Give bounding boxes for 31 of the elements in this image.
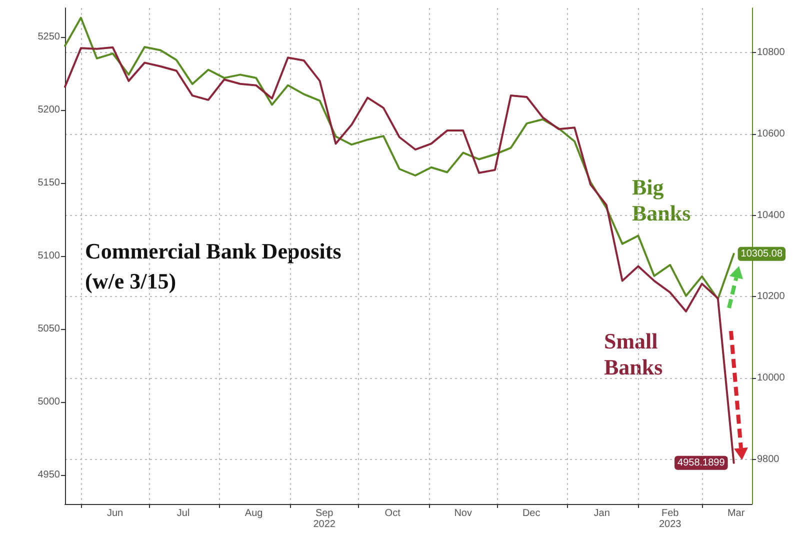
y2-tick-label: 10400 <box>757 210 786 221</box>
series-label: Big Banks <box>632 174 692 226</box>
x-tick-label: Jan <box>594 508 610 519</box>
y-tick-label: 5250 <box>38 32 60 43</box>
y2-tick-label: 10800 <box>757 47 786 58</box>
line-series <box>64 46 735 464</box>
x-tick-label: Aug <box>244 508 263 519</box>
data-label: 4958.1899 <box>678 457 726 468</box>
line-series <box>64 16 735 300</box>
x-tick-label: Dec <box>522 508 540 519</box>
y-tick-label: 5100 <box>38 250 60 262</box>
x-tick-label: Oct <box>384 508 401 519</box>
y-tick-label: 5000 <box>38 396 60 408</box>
y-tick-label: 5050 <box>38 323 60 334</box>
y-tick-label: 5200 <box>38 104 60 116</box>
text: Commercial Bank Deposits <box>85 238 342 264</box>
y-tick-label: 5150 <box>38 178 60 189</box>
x-tick-label: Sep 2022 <box>313 508 336 530</box>
x-tick-label: Jul <box>176 508 190 519</box>
y2-tick-label: 9800 <box>757 454 780 465</box>
y2-tick-label: 10200 <box>757 291 786 302</box>
text: (w/e 3/15) <box>85 268 176 294</box>
x-tick-label: Jun <box>106 508 124 519</box>
x-tick-label: Mar <box>727 508 746 519</box>
x-tick-label: Nov <box>454 508 472 519</box>
series-label: Small Banks <box>604 328 664 380</box>
y2-tick-label: 10000 <box>757 372 786 384</box>
y2-tick-label: 10600 <box>757 128 786 140</box>
x-tick-label: Feb 2023 <box>658 508 682 530</box>
data-label: 10305.08 <box>740 248 783 260</box>
y-tick-label: 4950 <box>38 469 60 480</box>
